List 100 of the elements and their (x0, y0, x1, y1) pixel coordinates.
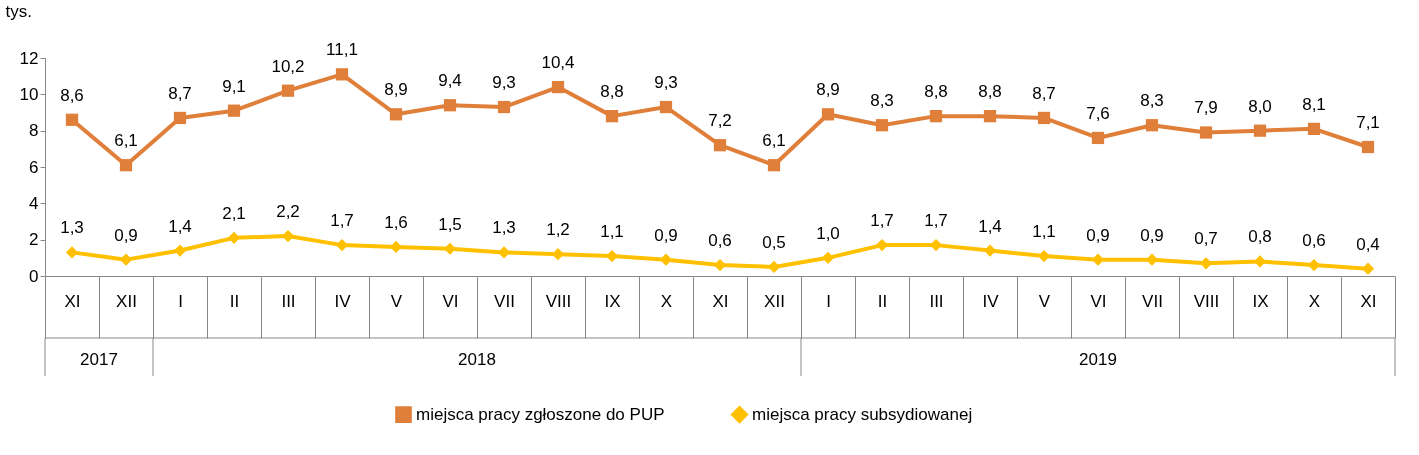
x-tick-label: IX (1252, 291, 1269, 311)
point (929, 110, 943, 123)
data-label: 6,1 (114, 131, 138, 151)
x-tick-label: IX (604, 291, 621, 311)
data-label: 0,9 (1140, 225, 1164, 245)
x-tick-label: XII (116, 291, 137, 311)
point (1037, 249, 1051, 263)
x-tick-label: XII (764, 291, 785, 311)
data-label: 8,3 (870, 91, 894, 111)
data-label: 1,2 (546, 220, 570, 240)
data-label: 9,3 (654, 73, 678, 93)
y-tick-label: 2 (29, 230, 39, 250)
x-tick-label: V (1038, 291, 1051, 311)
point (1361, 262, 1375, 275)
data-label: 7,9 (1194, 98, 1218, 118)
x-tick-label: I (178, 291, 183, 311)
point (1145, 119, 1159, 132)
point (551, 80, 565, 94)
point (389, 108, 403, 121)
data-label: 0,7 (1194, 229, 1218, 249)
point (497, 100, 511, 114)
point (1199, 257, 1213, 270)
x-tick-label: III (281, 291, 296, 311)
x-tick-label: I (826, 291, 831, 311)
point (443, 99, 457, 112)
data-label: 9,3 (492, 73, 516, 93)
data-label: 8,8 (978, 82, 1002, 102)
x-tick-label: II (229, 291, 240, 311)
data-label: 1,7 (924, 211, 948, 231)
point (281, 229, 295, 243)
point (335, 238, 349, 252)
y-tick-label: 0 (29, 266, 39, 286)
data-label: 7,2 (708, 111, 732, 131)
data-label: 0,9 (114, 225, 138, 245)
y-tick-label: 4 (29, 193, 39, 213)
data-label: 1,3 (492, 218, 516, 238)
point (551, 248, 565, 261)
point (335, 68, 349, 81)
x-tick-label: IV (982, 291, 1000, 311)
point (443, 242, 457, 255)
x-tick-label: VIII (1193, 291, 1220, 311)
data-label: 8,9 (816, 80, 840, 100)
text: 2018 (458, 350, 496, 369)
x-tick-label: VI (442, 291, 459, 311)
data-label: 0,9 (654, 225, 678, 245)
point (983, 244, 997, 257)
data-label: 8,8 (600, 82, 624, 102)
point (713, 258, 727, 272)
x-tick-label: VII (1142, 291, 1163, 311)
point (875, 119, 889, 132)
x-tick-label: IV (334, 291, 352, 311)
x-tick-label: XI (1360, 291, 1377, 311)
point (227, 104, 241, 117)
data-label: 1,1 (1032, 222, 1056, 242)
data-label: 0,6 (1302, 231, 1326, 251)
x-tick-label: VII (494, 291, 515, 311)
point (173, 244, 187, 257)
data-label: 6,1 (762, 131, 786, 151)
data-label: 9,1 (222, 76, 246, 96)
data-label: 2,1 (222, 203, 246, 223)
point (389, 240, 403, 254)
data-label: 10,4 (541, 53, 575, 73)
point (1091, 131, 1105, 145)
point (1253, 255, 1267, 268)
point (767, 159, 781, 172)
text: 2017 (80, 350, 118, 369)
x-tick-label: VIII (545, 291, 572, 311)
data-label: 0,9 (1086, 225, 1110, 245)
y-axis-title: tys. (5, 1, 32, 21)
point (821, 251, 835, 264)
x-tick-label: XI (712, 291, 729, 311)
data-label: 2,2 (276, 202, 300, 222)
data-label: 1,1 (600, 222, 624, 242)
data-label: 8,0 (1248, 96, 1272, 116)
data-label: 8,1 (1302, 94, 1326, 114)
point (65, 246, 79, 259)
point (227, 231, 241, 244)
x-tick-label: V (390, 291, 403, 311)
y-tick-label: 10 (19, 84, 39, 104)
point (281, 84, 295, 97)
data-label: 8,7 (1032, 83, 1056, 103)
point (659, 100, 673, 114)
point (1307, 258, 1321, 272)
y-tick-label: 12 (19, 48, 39, 68)
legend-label: miejsca pracy zgłoszone do PUP (416, 404, 665, 424)
point (1091, 253, 1105, 266)
point (821, 108, 835, 121)
data-label: 1,7 (330, 211, 354, 231)
data-label: 1,4 (978, 216, 1002, 236)
x-tick-label: X (660, 291, 673, 311)
data-label: 0,5 (762, 232, 786, 252)
point (767, 260, 781, 274)
data-label: 7,6 (1086, 103, 1110, 123)
data-label: 9,4 (438, 71, 462, 91)
point (497, 246, 511, 259)
data-label: 1,0 (816, 223, 840, 243)
data-label: 1,4 (168, 216, 192, 236)
data-label: 1,7 (870, 211, 894, 231)
point (713, 139, 727, 152)
point (119, 159, 133, 172)
